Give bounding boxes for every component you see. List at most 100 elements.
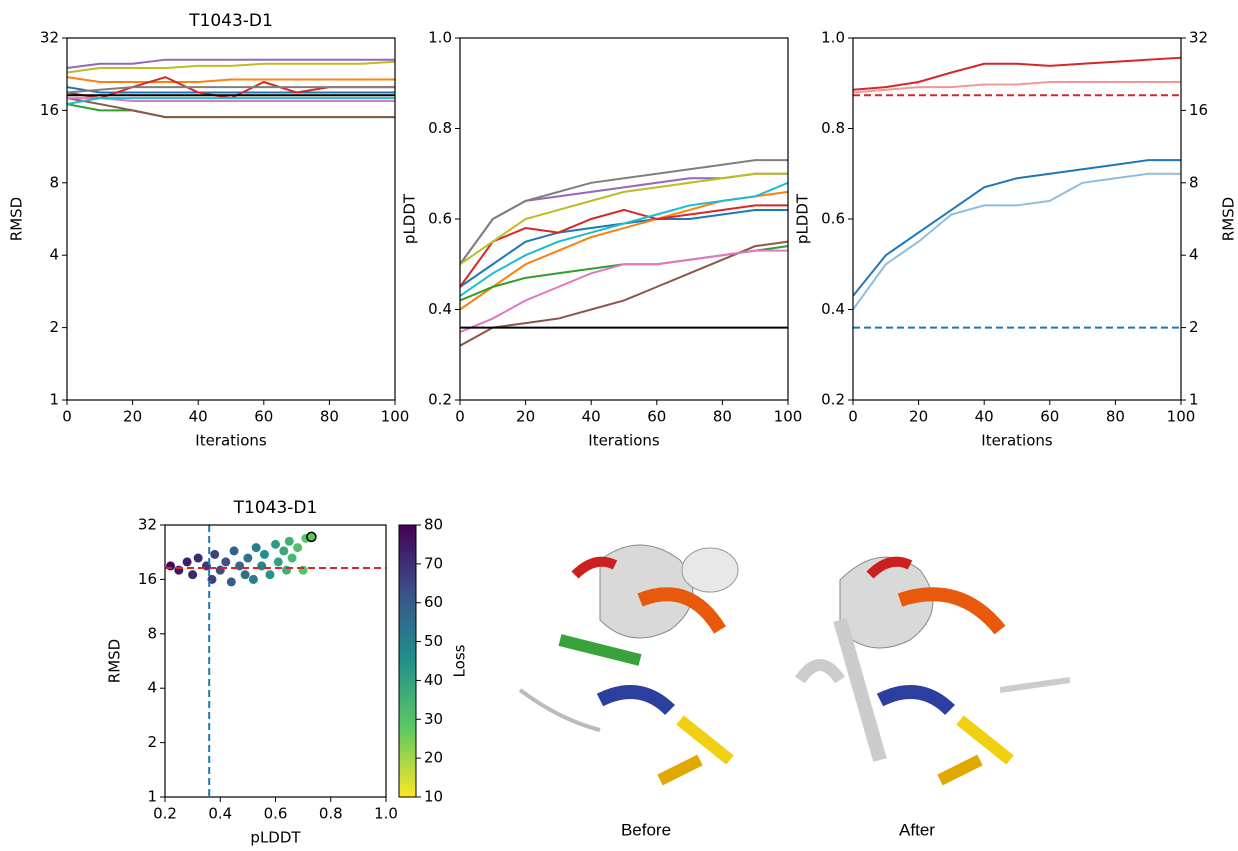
axes-frame	[164, 524, 387, 798]
data-line	[853, 56, 1181, 91]
y-axis-label: RMSD	[8, 197, 26, 241]
x-tick-label: 40	[189, 408, 208, 426]
scatter-point	[257, 561, 267, 571]
plot-area	[853, 56, 1181, 329]
panel: Iterations pLDDT RMSD 0 20 40 60 80 100 0.2 0.4 0.6…	[794, 29, 1238, 450]
y-tick-label: 0.6	[428, 210, 452, 228]
x-tick-label: 0	[62, 408, 72, 426]
colorbar-label: Loss	[451, 644, 469, 677]
x-tick-label: 80	[1106, 408, 1125, 426]
data-line	[67, 86, 395, 94]
data-line	[853, 172, 1181, 311]
scatter-point	[243, 553, 253, 563]
x-tick-label: 60	[254, 408, 273, 426]
scatter-point	[235, 561, 245, 571]
x-tick-label: 80	[713, 408, 732, 426]
chart-title: T1043-D1	[188, 11, 273, 31]
colorbar-tick-label: 60	[424, 593, 443, 611]
y-tick-label: 0.4	[821, 300, 845, 318]
x-axis-label: Iterations	[981, 432, 1053, 450]
image-label: Before	[621, 820, 671, 839]
y-tick-label: 1	[49, 391, 59, 409]
y2-tick-label: 32	[1189, 29, 1208, 47]
y-tick-label: 16	[40, 101, 59, 119]
data-line	[67, 58, 395, 70]
y-tick-label: 1.0	[428, 29, 452, 47]
scatter-point	[182, 557, 192, 567]
x-tick-label: 1.0	[374, 805, 398, 823]
structure-after	[795, 556, 1071, 786]
data-line	[67, 60, 395, 74]
scatter-point	[221, 557, 231, 567]
scatter-point	[248, 574, 258, 584]
y-axis-label: pLDDT	[401, 193, 419, 244]
x-tick-label: 60	[1040, 408, 1059, 426]
data-line	[67, 97, 395, 119]
x-tick-label: 80	[320, 408, 339, 426]
scatter-point	[259, 549, 269, 559]
data-line	[460, 159, 788, 265]
scatter-point	[193, 553, 203, 563]
panel: T1043-D1 pLDDT RMSD 0.2 0.4 0.6 0.8 1.0 1 2 4 8 16 32…	[106, 498, 469, 847]
x-axis-label: Iterations	[588, 432, 660, 450]
scatter-point	[188, 570, 198, 580]
scatter-point	[166, 561, 176, 571]
panel: T1043-D1 Iterations RMSD 0 20 40 60 80 100 1 2 4 8 16…	[8, 11, 410, 450]
y-tick-label: 0.8	[821, 119, 845, 137]
colorbar	[398, 524, 417, 798]
scatter-point	[273, 557, 283, 567]
data-line	[460, 181, 788, 297]
y-axis-label: RMSD	[106, 639, 124, 683]
y-tick-label: 16	[138, 570, 157, 588]
plot-area	[67, 58, 395, 119]
data-line	[67, 103, 395, 119]
x-tick-label: 20	[909, 408, 928, 426]
x-tick-label: 0.2	[153, 805, 177, 823]
colorbar-tick-label: 10	[424, 788, 443, 806]
data-line	[460, 245, 788, 302]
x-tick-label: 20	[123, 408, 142, 426]
x-tick-label: 0.6	[264, 805, 288, 823]
data-line	[460, 240, 788, 347]
y-tick-label: 8	[147, 624, 157, 642]
scatter-point	[251, 543, 261, 553]
data-line	[853, 159, 1181, 297]
scatter-point	[293, 543, 303, 553]
y-tick-label: 0.8	[428, 119, 452, 137]
y2-tick-label: 8	[1189, 173, 1199, 191]
colorbar-tick-label: 70	[424, 554, 443, 572]
data-line	[67, 97, 395, 103]
y-axis-label: pLDDT	[794, 193, 812, 244]
x-tick-label: 100	[774, 408, 803, 426]
scatter-point	[271, 539, 280, 549]
x-tick-label: 60	[647, 408, 666, 426]
x-axis-label: pLDDT	[250, 829, 301, 847]
y-tick-label: 0.2	[428, 391, 452, 409]
colorbar-tick-label: 30	[424, 710, 443, 728]
data-line	[460, 172, 788, 266]
image-label: After	[899, 820, 935, 839]
axes-frame	[459, 37, 789, 401]
y2-tick-label: 2	[1189, 318, 1199, 336]
scatter-point	[265, 570, 275, 580]
colorbar-tick-label: 20	[424, 749, 443, 767]
scatter-point	[240, 570, 250, 580]
x-tick-label: 40	[582, 408, 601, 426]
y-tick-label: 0.6	[821, 210, 845, 228]
y-tick-label: 4	[49, 246, 59, 264]
colorbar-tick-label: 80	[424, 516, 443, 534]
x-tick-label: 0.4	[208, 805, 232, 823]
y2-tick-label: 16	[1189, 101, 1208, 119]
scatter-point	[229, 546, 239, 556]
scatter-point	[226, 577, 236, 587]
y-tick-label: 2	[49, 318, 59, 336]
x-tick-label: 100	[1167, 408, 1196, 426]
x-tick-label: 0.8	[319, 805, 343, 823]
data-line	[67, 86, 395, 94]
plot-area	[165, 525, 386, 797]
y-tick-label: 8	[49, 173, 59, 191]
scatter-point	[287, 553, 297, 563]
chart-title: T1043-D1	[233, 498, 318, 518]
y2-tick-label: 4	[1189, 246, 1199, 264]
